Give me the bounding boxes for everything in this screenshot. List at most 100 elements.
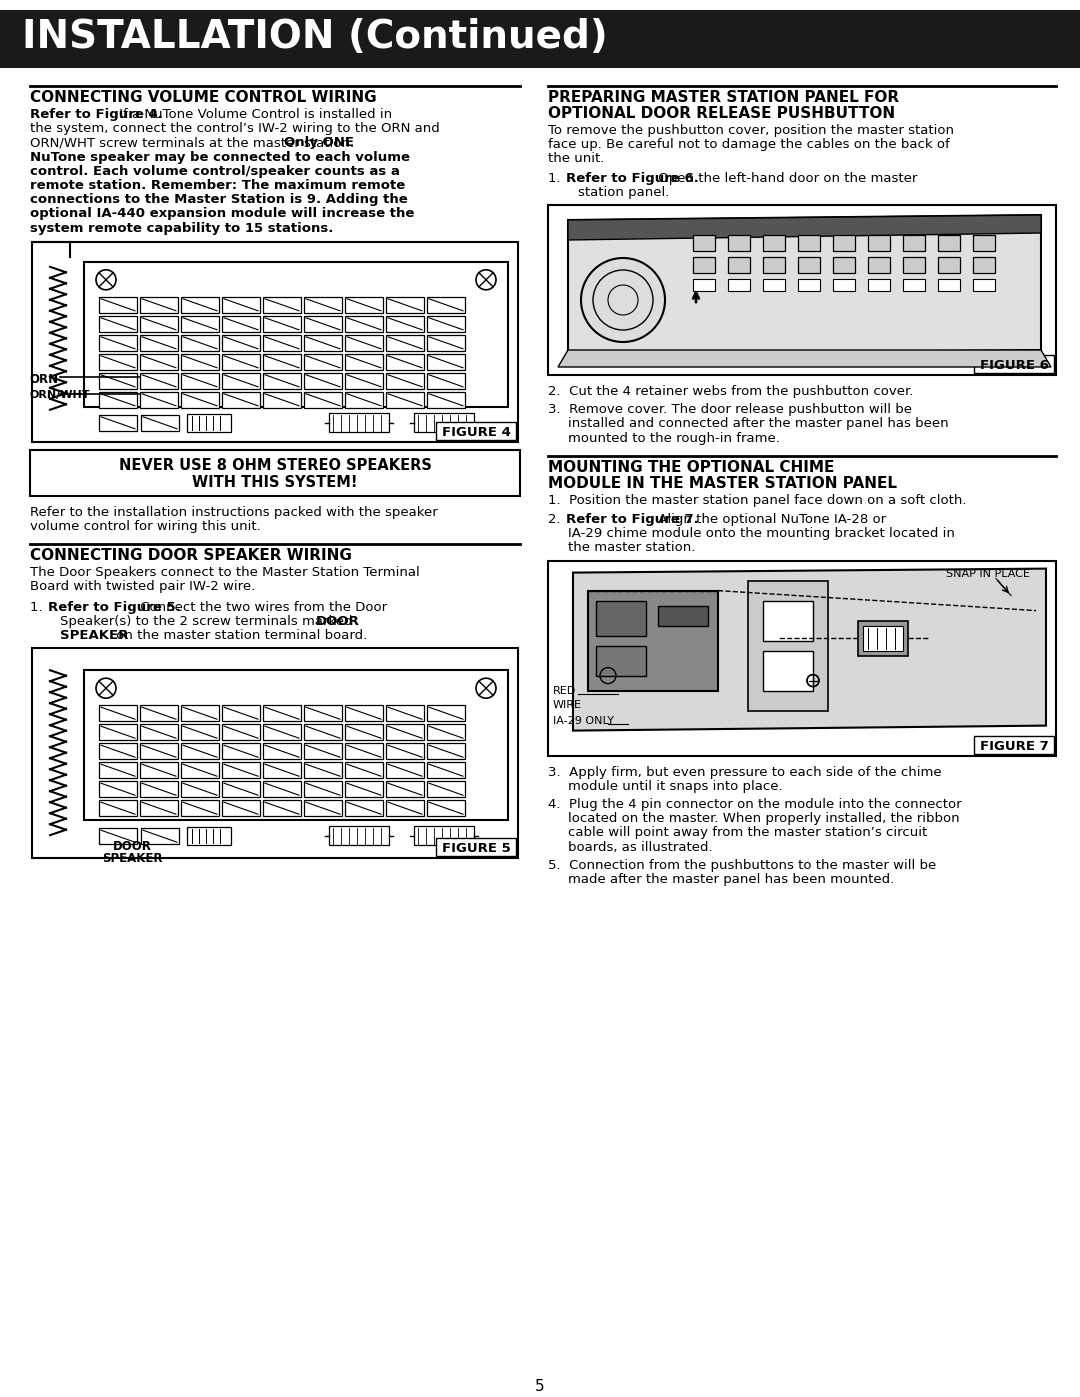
- Bar: [140, 781, 178, 798]
- Bar: [748, 581, 828, 711]
- Bar: [548, 560, 1056, 756]
- Bar: [99, 353, 137, 370]
- Bar: [222, 296, 260, 313]
- Bar: [222, 800, 260, 816]
- Text: The Door Speakers connect to the Master Station Terminal: The Door Speakers connect to the Master …: [30, 566, 420, 580]
- Bar: [264, 781, 301, 798]
- Bar: [99, 800, 137, 816]
- Bar: [548, 205, 1056, 374]
- Text: Align the optional NuTone IA-28 or: Align the optional NuTone IA-28 or: [654, 513, 886, 527]
- Text: OPTIONAL DOOR RELEASE PUSHBUTTON: OPTIONAL DOOR RELEASE PUSHBUTTON: [548, 106, 895, 122]
- Bar: [303, 335, 342, 351]
- Text: SNAP IN PLACE: SNAP IN PLACE: [946, 569, 1030, 578]
- Bar: [903, 235, 924, 251]
- Bar: [222, 763, 260, 778]
- Bar: [596, 645, 646, 676]
- Bar: [973, 235, 995, 251]
- Text: the system, connect the control’s IW-2 wiring to the ORN and: the system, connect the control’s IW-2 w…: [30, 122, 440, 136]
- Bar: [386, 391, 424, 408]
- Bar: [345, 800, 383, 816]
- Text: module until it snaps into place.: module until it snaps into place.: [568, 780, 783, 793]
- Bar: [222, 743, 260, 759]
- Text: IA-29 ONLY: IA-29 ONLY: [553, 715, 615, 725]
- Text: 1.: 1.: [548, 172, 569, 184]
- Bar: [181, 391, 219, 408]
- Text: WIRE: WIRE: [553, 700, 582, 710]
- Text: 5: 5: [536, 1379, 544, 1394]
- Bar: [386, 296, 424, 313]
- Text: ORN/WHT: ORN/WHT: [29, 390, 90, 400]
- Text: If a NuTone Volume Control is installed in: If a NuTone Volume Control is installed …: [114, 108, 392, 122]
- Bar: [222, 391, 260, 408]
- Text: CONNECTING VOLUME CONTROL WIRING: CONNECTING VOLUME CONTROL WIRING: [30, 89, 377, 105]
- Bar: [181, 743, 219, 759]
- Bar: [762, 279, 785, 291]
- Bar: [427, 353, 465, 370]
- Bar: [181, 800, 219, 816]
- Bar: [329, 826, 389, 845]
- Circle shape: [593, 270, 653, 330]
- Bar: [84, 261, 508, 407]
- Text: SPEAKER: SPEAKER: [102, 852, 162, 865]
- Text: remote station. Remember: The maximum remote: remote station. Remember: The maximum re…: [30, 179, 405, 191]
- Bar: [264, 800, 301, 816]
- Bar: [345, 353, 383, 370]
- Bar: [693, 257, 715, 272]
- Bar: [303, 391, 342, 408]
- Bar: [222, 705, 260, 721]
- Bar: [693, 235, 715, 251]
- Bar: [345, 335, 383, 351]
- Bar: [303, 316, 342, 332]
- Bar: [181, 763, 219, 778]
- Bar: [303, 781, 342, 798]
- Bar: [798, 235, 820, 251]
- Bar: [973, 279, 995, 291]
- Polygon shape: [558, 351, 1051, 367]
- Text: 3.  Remove cover. The door release pushbutton will be: 3. Remove cover. The door release pushbu…: [548, 404, 912, 416]
- Text: DOOR: DOOR: [112, 840, 151, 854]
- Text: system remote capability to 15 stations.: system remote capability to 15 stations.: [30, 222, 334, 235]
- Bar: [427, 800, 465, 816]
- Bar: [436, 422, 516, 440]
- Bar: [762, 257, 785, 272]
- Bar: [99, 316, 137, 332]
- Text: CONNECTING DOOR SPEAKER WIRING: CONNECTING DOOR SPEAKER WIRING: [30, 548, 352, 563]
- Text: NuTone speaker may be connected to each volume: NuTone speaker may be connected to each …: [30, 151, 410, 163]
- Bar: [386, 373, 424, 388]
- Text: Refer to Figure 5.: Refer to Figure 5.: [48, 601, 180, 613]
- Text: Only ONE: Only ONE: [284, 137, 354, 149]
- Text: Open the left-hand door on the master: Open the left-hand door on the master: [654, 172, 917, 184]
- Text: FIGURE 4: FIGURE 4: [442, 426, 511, 439]
- Bar: [868, 279, 890, 291]
- Bar: [264, 316, 301, 332]
- Bar: [99, 705, 137, 721]
- Bar: [427, 705, 465, 721]
- Bar: [140, 705, 178, 721]
- Bar: [141, 415, 179, 430]
- Text: Refer to Figure 6.: Refer to Figure 6.: [566, 172, 699, 184]
- Bar: [329, 412, 389, 432]
- Bar: [903, 257, 924, 272]
- Bar: [762, 651, 813, 690]
- Text: Connect the two wires from the Door: Connect the two wires from the Door: [136, 601, 387, 613]
- Text: 1.: 1.: [30, 601, 51, 613]
- Bar: [386, 763, 424, 778]
- Bar: [140, 335, 178, 351]
- Bar: [386, 781, 424, 798]
- Polygon shape: [573, 569, 1047, 731]
- Text: the master station.: the master station.: [568, 542, 696, 555]
- Bar: [728, 279, 750, 291]
- Bar: [140, 763, 178, 778]
- Text: INSTALLATION (Continued): INSTALLATION (Continued): [22, 18, 608, 56]
- Text: MOUNTING THE OPTIONAL CHIME: MOUNTING THE OPTIONAL CHIME: [548, 460, 835, 475]
- Bar: [762, 235, 785, 251]
- Text: IA-29 chime module onto the mounting bracket located in: IA-29 chime module onto the mounting bra…: [568, 527, 955, 541]
- Bar: [345, 781, 383, 798]
- Bar: [386, 724, 424, 740]
- Bar: [345, 763, 383, 778]
- Bar: [436, 838, 516, 856]
- Text: RED: RED: [553, 686, 577, 696]
- Bar: [345, 743, 383, 759]
- Bar: [414, 826, 474, 845]
- Bar: [386, 316, 424, 332]
